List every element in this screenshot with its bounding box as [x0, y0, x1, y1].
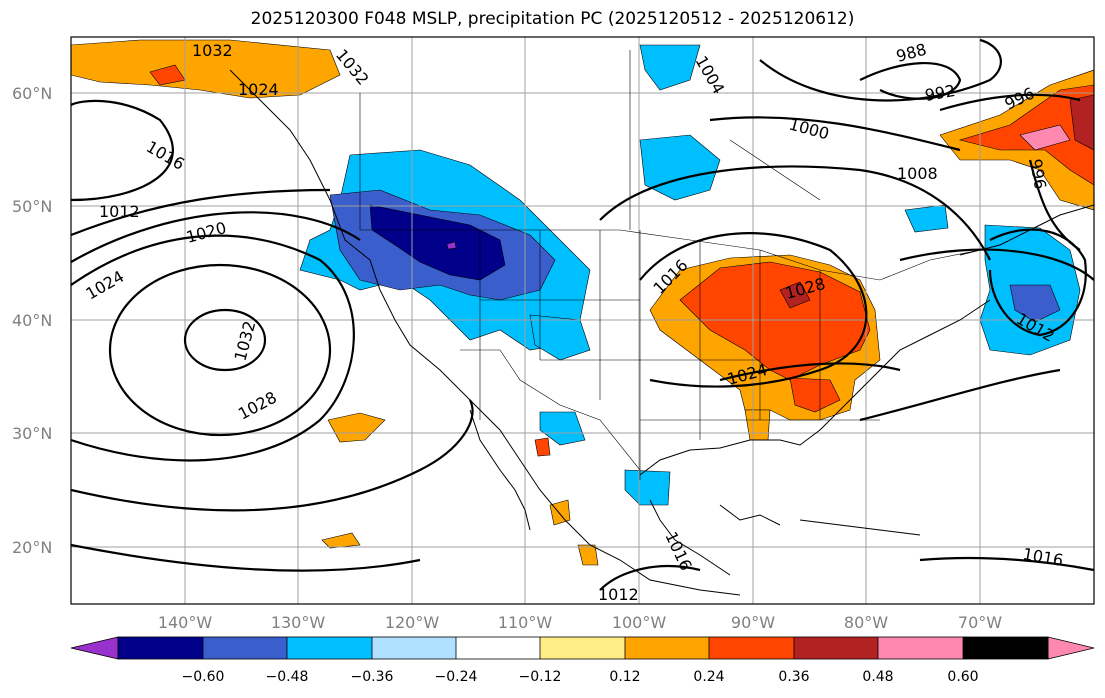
colorbar-high-extend [1047, 636, 1095, 660]
colorbar-bin [878, 637, 963, 659]
precip-shading [71, 39, 1094, 566]
isobar-label: 1012 [99, 202, 140, 221]
map-title: 2025120300 F048 MSLP, precipitation PC (… [250, 9, 855, 29]
lat-label: 60°N [12, 84, 52, 103]
colorbar-bin [118, 637, 203, 659]
colorbar-tick: −0.24 [435, 669, 478, 685]
isobar-label: 988 [894, 40, 928, 66]
colorbar-tick: −0.60 [182, 669, 225, 685]
colorbar-bin [963, 637, 1048, 659]
colorbar-bin [794, 637, 878, 659]
precip-anomaly-east-red [679, 261, 871, 381]
precip-anomaly-plains [639, 134, 721, 201]
colorbar-bin [540, 637, 625, 659]
isobar-label: 1008 [897, 164, 938, 183]
map-frame [70, 36, 1095, 605]
isobars [71, 38, 1094, 591]
isobar-label: 1032 [332, 45, 373, 88]
colorbar-bin [287, 637, 372, 659]
lon-label: 80°W [844, 613, 888, 632]
lat-label: 40°N [12, 311, 52, 330]
colorbar-bin [372, 637, 456, 659]
lon-label: 70°W [958, 613, 1002, 632]
colorbar-bin [625, 637, 709, 659]
isobar-label: 1024 [238, 80, 279, 99]
graticule [71, 37, 1094, 604]
lon-label: 100°W [612, 613, 667, 632]
political-borders [359, 50, 981, 480]
isobar-label: 1016 [143, 137, 188, 174]
lat-label: 50°N [12, 197, 52, 216]
isobar-label: 1000 [787, 115, 831, 144]
isobar-label: 1012 [598, 585, 639, 604]
lon-label: 140°W [158, 613, 213, 632]
lon-label: 120°W [385, 613, 440, 632]
isobar-label: 1004 [692, 53, 729, 98]
isobar-label: 1032 [231, 319, 260, 363]
lat-label: 20°N [12, 538, 52, 557]
lon-label: 110°W [498, 613, 553, 632]
isobar-label: 1028 [235, 388, 280, 424]
colorbar-tick: 0.48 [862, 669, 893, 685]
colorbar-tick: 0.24 [693, 669, 724, 685]
isobar-label: 1016 [1021, 544, 1064, 570]
coastlines [229, 69, 1094, 596]
colorbar-bin [456, 637, 540, 659]
colorbar-bin [203, 637, 287, 659]
latitude-labels: 60°N 50°N 40°N 30°N 20°N [12, 84, 52, 557]
isobar-label: 1020 [184, 218, 228, 247]
colorbar-tick: −0.36 [351, 669, 394, 685]
colorbar-tick: 0.12 [609, 669, 640, 685]
isobar-label: 1032 [192, 41, 233, 60]
colorbar-tick: −0.48 [266, 669, 309, 685]
colorbar-tick: 0.60 [947, 669, 978, 685]
colorbar-low-extend [70, 636, 119, 660]
colorbar-tick: 0.36 [778, 669, 809, 685]
colorbar: −0.60 −0.48 −0.36 −0.24 −0.12 0.12 0.24 … [70, 636, 1095, 685]
longitude-labels: 140°W 130°W 120°W 110°W 100°W 90°W 80°W … [158, 613, 1002, 632]
isobar-label: 996 [1026, 157, 1050, 190]
precip-anomaly-alaska [71, 39, 341, 99]
lon-label: 130°W [271, 613, 326, 632]
isobar-label: 992 [923, 81, 956, 105]
colorbar-tick: −0.12 [519, 669, 562, 685]
lat-label: 30°N [12, 424, 52, 443]
lon-label: 90°W [731, 613, 775, 632]
colorbar-bin [709, 637, 794, 659]
